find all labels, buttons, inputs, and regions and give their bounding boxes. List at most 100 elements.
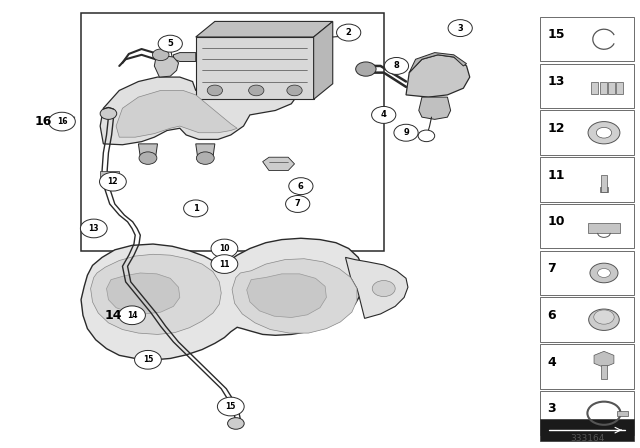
Polygon shape xyxy=(100,77,298,145)
Circle shape xyxy=(152,49,169,60)
Text: 15: 15 xyxy=(547,28,565,41)
Bar xyxy=(602,365,607,379)
Bar xyxy=(81,13,384,251)
Bar xyxy=(540,419,634,441)
Text: 10: 10 xyxy=(219,244,230,253)
Text: 3: 3 xyxy=(547,402,556,415)
Text: 12: 12 xyxy=(108,177,118,186)
Circle shape xyxy=(590,263,618,283)
Polygon shape xyxy=(106,273,180,314)
Bar xyxy=(540,344,634,389)
Bar xyxy=(540,157,634,202)
Polygon shape xyxy=(196,22,333,37)
Circle shape xyxy=(211,255,238,273)
Polygon shape xyxy=(116,90,237,137)
Circle shape xyxy=(218,397,244,416)
Polygon shape xyxy=(154,56,179,77)
Circle shape xyxy=(385,57,408,74)
Text: 13: 13 xyxy=(88,224,99,233)
Circle shape xyxy=(598,268,611,277)
Circle shape xyxy=(49,112,76,131)
Bar xyxy=(540,251,634,295)
Circle shape xyxy=(448,20,472,37)
Circle shape xyxy=(285,195,310,212)
Polygon shape xyxy=(138,144,157,157)
Bar xyxy=(616,82,623,94)
Text: 14: 14 xyxy=(104,309,122,322)
Text: 12: 12 xyxy=(547,122,565,135)
Bar xyxy=(600,82,607,94)
Circle shape xyxy=(118,306,145,325)
Text: 7: 7 xyxy=(547,262,556,275)
Bar xyxy=(617,410,628,416)
Circle shape xyxy=(337,24,361,41)
Circle shape xyxy=(184,200,208,217)
Text: 11: 11 xyxy=(547,168,565,181)
Circle shape xyxy=(394,124,418,141)
Text: 1: 1 xyxy=(193,204,198,213)
Polygon shape xyxy=(232,259,357,333)
Polygon shape xyxy=(409,52,467,73)
Circle shape xyxy=(594,310,614,324)
Circle shape xyxy=(101,176,118,188)
Text: 7: 7 xyxy=(295,199,301,208)
Text: 16: 16 xyxy=(57,117,67,126)
Circle shape xyxy=(248,85,264,96)
Bar xyxy=(540,111,634,155)
Circle shape xyxy=(589,309,620,331)
Circle shape xyxy=(289,178,313,194)
Circle shape xyxy=(134,350,161,369)
Text: 11: 11 xyxy=(219,259,230,268)
Text: 6: 6 xyxy=(298,181,304,191)
Text: 4: 4 xyxy=(547,356,556,369)
Text: 6: 6 xyxy=(547,309,556,322)
Polygon shape xyxy=(406,55,470,97)
Text: 9: 9 xyxy=(403,128,409,137)
Circle shape xyxy=(207,85,223,96)
Circle shape xyxy=(100,108,116,119)
Bar xyxy=(591,82,598,94)
Bar xyxy=(100,171,119,179)
Circle shape xyxy=(287,85,302,96)
Bar xyxy=(540,64,634,108)
Polygon shape xyxy=(262,157,294,171)
Circle shape xyxy=(588,121,620,144)
Polygon shape xyxy=(196,144,215,157)
Circle shape xyxy=(596,127,612,138)
Circle shape xyxy=(228,418,244,429)
Circle shape xyxy=(196,152,214,164)
Bar xyxy=(600,188,609,192)
Circle shape xyxy=(372,280,395,297)
Circle shape xyxy=(81,219,107,238)
Text: 15: 15 xyxy=(226,402,236,411)
Bar xyxy=(608,82,615,94)
Text: 10: 10 xyxy=(547,215,565,228)
Circle shape xyxy=(418,130,435,142)
Text: 333164: 333164 xyxy=(570,435,604,444)
Bar xyxy=(540,391,634,435)
Polygon shape xyxy=(81,238,365,360)
Polygon shape xyxy=(594,351,614,367)
Polygon shape xyxy=(419,97,451,119)
Text: 4: 4 xyxy=(381,110,387,120)
Circle shape xyxy=(158,35,182,52)
Text: 14: 14 xyxy=(127,311,137,320)
Text: 2: 2 xyxy=(346,28,351,37)
Text: 15: 15 xyxy=(143,355,153,364)
Bar xyxy=(588,223,620,233)
Circle shape xyxy=(100,172,126,191)
Bar xyxy=(540,297,634,342)
Polygon shape xyxy=(196,37,314,99)
Bar xyxy=(540,204,634,249)
Polygon shape xyxy=(346,258,408,319)
Polygon shape xyxy=(173,52,196,61)
Text: 3: 3 xyxy=(458,24,463,33)
Circle shape xyxy=(356,62,376,76)
Text: 8: 8 xyxy=(394,61,399,70)
Text: 5: 5 xyxy=(167,39,173,48)
Bar xyxy=(602,175,607,192)
Bar xyxy=(540,17,634,61)
Text: 13: 13 xyxy=(547,75,565,88)
Text: 16: 16 xyxy=(34,115,51,128)
Circle shape xyxy=(211,239,238,258)
